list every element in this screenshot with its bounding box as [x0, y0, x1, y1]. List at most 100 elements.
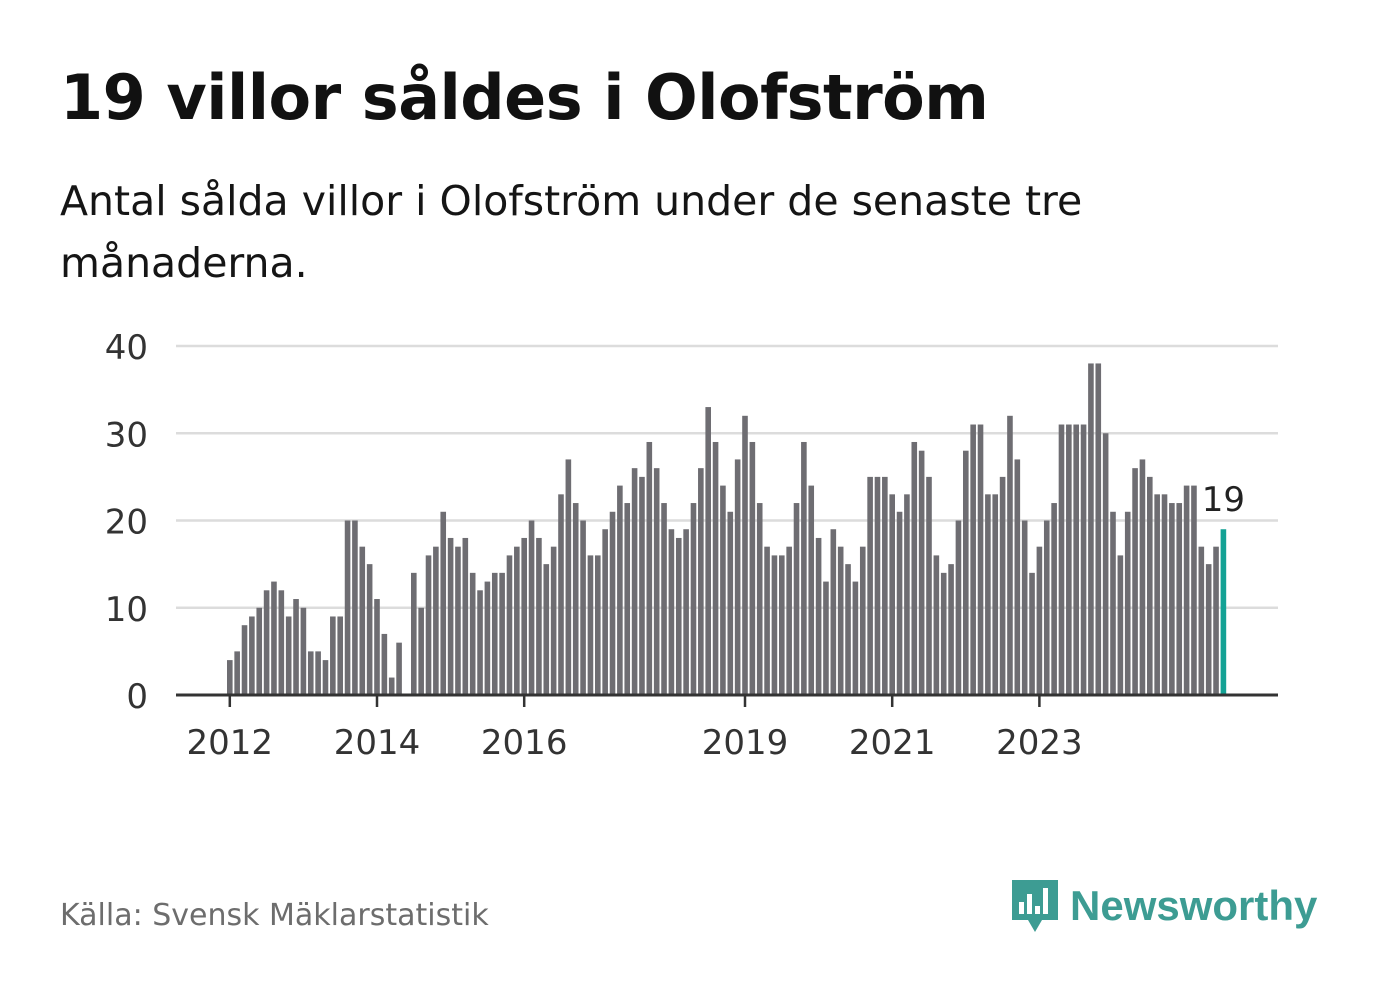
bar	[285, 616, 292, 695]
data-labels: 19	[1202, 480, 1245, 520]
bar	[675, 537, 682, 695]
bar	[234, 651, 240, 696]
bar	[477, 590, 483, 695]
bar	[815, 537, 822, 695]
y-tick-label: 0	[126, 677, 148, 717]
bar	[756, 503, 763, 695]
bar	[1124, 511, 1131, 695]
bar	[808, 485, 815, 695]
bar	[330, 616, 336, 695]
bar	[543, 564, 550, 696]
bar	[491, 572, 498, 695]
bar	[668, 529, 675, 695]
bar	[918, 450, 925, 695]
bar	[484, 581, 491, 695]
bar	[307, 651, 314, 696]
bar	[1110, 511, 1116, 695]
bar	[720, 485, 726, 695]
bar	[896, 511, 903, 695]
y-tick-label: 10	[105, 590, 148, 630]
bar	[904, 494, 910, 695]
bar	[970, 424, 976, 695]
chart-title: 19 villor såldes i Olofström	[60, 61, 989, 134]
bar	[278, 590, 285, 695]
bar	[521, 537, 527, 695]
bar	[712, 441, 719, 695]
bar	[440, 511, 447, 695]
bar	[1080, 424, 1087, 695]
chart-subtitle: Antal sålda villor i Olofström under de …	[60, 177, 1083, 287]
bar	[1073, 424, 1079, 695]
bar	[506, 555, 513, 695]
x-tick-label: 2014	[334, 723, 421, 763]
bar	[845, 564, 851, 696]
bar	[447, 537, 454, 695]
source-note: Källa: Svensk Mäklarstatistik	[60, 898, 489, 933]
x-tick-label: 2023	[996, 723, 1083, 763]
bar	[727, 511, 734, 695]
bar	[963, 450, 969, 695]
bar	[499, 572, 505, 695]
bar	[256, 607, 263, 695]
bar	[528, 520, 535, 695]
bar	[1095, 363, 1102, 695]
bar	[948, 564, 954, 696]
bar	[985, 494, 991, 695]
bar	[1213, 546, 1219, 695]
bar	[690, 503, 697, 695]
bar	[352, 520, 358, 695]
bar	[639, 476, 645, 696]
bar	[1183, 485, 1190, 695]
bar	[227, 660, 233, 695]
bar	[1205, 564, 1212, 696]
bar	[1051, 503, 1057, 695]
bar	[425, 555, 432, 695]
bar	[1102, 433, 1109, 695]
bar	[837, 546, 844, 695]
bar	[852, 581, 859, 695]
bar	[874, 476, 881, 696]
bar	[933, 555, 940, 695]
bar	[249, 616, 255, 695]
bar	[1014, 459, 1021, 695]
y-tick-label: 20	[105, 503, 148, 543]
x-tick-label: 2016	[481, 723, 568, 763]
bar	[1198, 546, 1205, 695]
bar	[1191, 485, 1197, 695]
bar	[572, 503, 579, 695]
bar	[1161, 494, 1168, 695]
bar	[631, 468, 638, 695]
bar	[536, 537, 542, 695]
bar	[1007, 415, 1013, 695]
bar	[624, 503, 631, 695]
bar	[337, 616, 343, 695]
bar	[1117, 555, 1124, 695]
bar	[999, 476, 1006, 696]
bar	[1147, 476, 1153, 696]
brand-name: Newsworthy	[1070, 882, 1318, 929]
bar	[315, 651, 321, 696]
bar	[1154, 494, 1160, 695]
bar	[771, 555, 778, 695]
bar	[705, 407, 711, 695]
bar	[469, 572, 476, 695]
bar	[940, 572, 947, 695]
bars	[227, 363, 1227, 696]
bar	[977, 424, 984, 695]
bar	[418, 607, 424, 695]
brand-logo[interactable]: Newsworthy	[1010, 876, 1317, 936]
x-tick-label: 2012	[187, 723, 274, 763]
bar	[653, 468, 660, 695]
bar	[293, 599, 299, 695]
bar	[388, 677, 395, 695]
bar	[646, 441, 653, 695]
bar	[926, 476, 932, 696]
bar	[661, 503, 667, 695]
bar	[1029, 572, 1035, 695]
bar	[1176, 503, 1183, 695]
bar	[1066, 424, 1072, 695]
bar	[698, 468, 704, 695]
bar	[462, 537, 469, 695]
bar	[359, 546, 366, 695]
